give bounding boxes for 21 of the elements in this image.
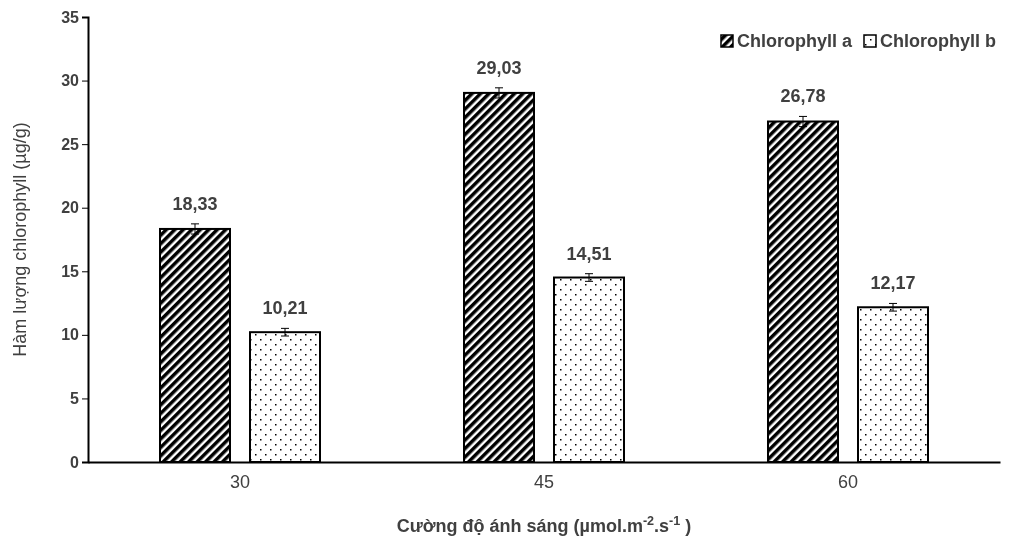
legend-label: Chlorophyll b <box>880 31 996 51</box>
y-tick-label: 35 <box>61 8 80 26</box>
data-label: 12,17 <box>870 273 916 294</box>
data-label: 14,51 <box>566 243 612 264</box>
x-tick-label: 30 <box>229 472 251 493</box>
y-tick-label: 10 <box>61 326 80 344</box>
data-label: 18,33 <box>172 193 218 214</box>
y-tick-label: 0 <box>70 453 80 471</box>
data-label: 10,21 <box>262 298 308 319</box>
y-tick-label: 15 <box>61 262 80 280</box>
data-label: 29,03 <box>476 57 522 78</box>
x-tick-label: 45 <box>533 472 555 493</box>
y-tick-label: 20 <box>61 199 80 217</box>
y-tick-label: 25 <box>61 135 80 153</box>
x-tick-label: 60 <box>837 472 859 493</box>
data-label: 26,78 <box>780 86 826 107</box>
x-axis-title: Cường độ ánh sáng (µmol.m$^{-2}$.s$^{-1}$ ) <box>396 514 692 536</box>
y-tick-label: 30 <box>61 72 80 90</box>
legend-label: Chlorophyll a <box>736 31 853 51</box>
y-tick-label: 5 <box>70 390 80 408</box>
y-axis-title: Hàm lượng chlorophyll (µg/g) <box>10 122 30 357</box>
